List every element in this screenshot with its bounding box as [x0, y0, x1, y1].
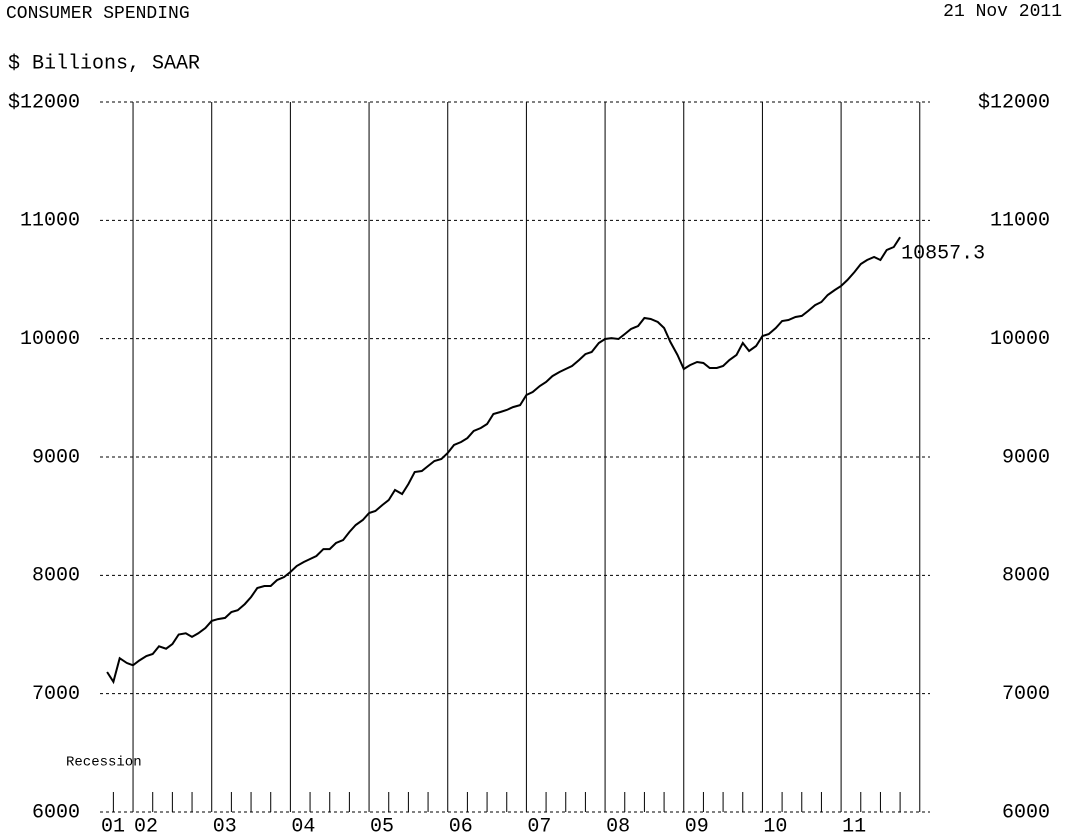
line-series	[106, 236, 901, 685]
y-tick-label: 10000	[20, 328, 80, 351]
y-tick-label-right: 6000	[1002, 801, 1050, 824]
x-tick-label: 07	[527, 815, 551, 838]
x-tick-label: 03	[213, 815, 237, 838]
chart-subtitle: $ Billions, SAAR	[8, 52, 200, 75]
chart-date: 21 Nov 2011	[943, 2, 1062, 22]
y-tick-label-right: 11000	[990, 210, 1050, 233]
x-tick-label: 04	[291, 815, 315, 838]
x-tick-label: 10	[763, 815, 787, 838]
y-tick-label: 11000	[20, 210, 80, 233]
y-tick-label-right: 10000	[990, 328, 1050, 351]
x-tick-label: 02	[134, 815, 158, 838]
x-tick-label: 01	[101, 815, 125, 838]
y-tick-label: 6000	[32, 801, 80, 824]
x-tick-label: 09	[685, 815, 709, 838]
x-tick-label: 05	[370, 815, 394, 838]
annotation: Recession	[66, 755, 142, 771]
y-tick-label: 9000	[32, 446, 80, 469]
y-tick-label-right: 7000	[1002, 683, 1050, 706]
chart-title: CONSUMER SPENDING	[6, 4, 190, 24]
y-tick-label-right: 8000	[1002, 565, 1050, 588]
y-tick-label: $12000	[8, 91, 80, 114]
y-tick-label-right: 9000	[1002, 446, 1050, 469]
last-value-label: 10857.3	[901, 243, 985, 266]
y-tick-label-right: $12000	[978, 91, 1050, 114]
x-tick-label: 06	[449, 815, 473, 838]
y-tick-label: 8000	[32, 565, 80, 588]
y-tick-label: 7000	[32, 683, 80, 706]
x-tick-label: 08	[606, 815, 630, 838]
x-tick-label: 11	[842, 815, 866, 838]
